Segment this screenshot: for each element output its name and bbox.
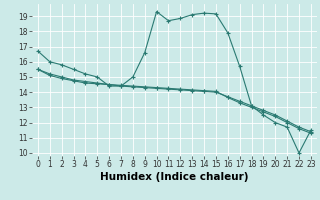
X-axis label: Humidex (Indice chaleur): Humidex (Indice chaleur) [100, 172, 249, 182]
